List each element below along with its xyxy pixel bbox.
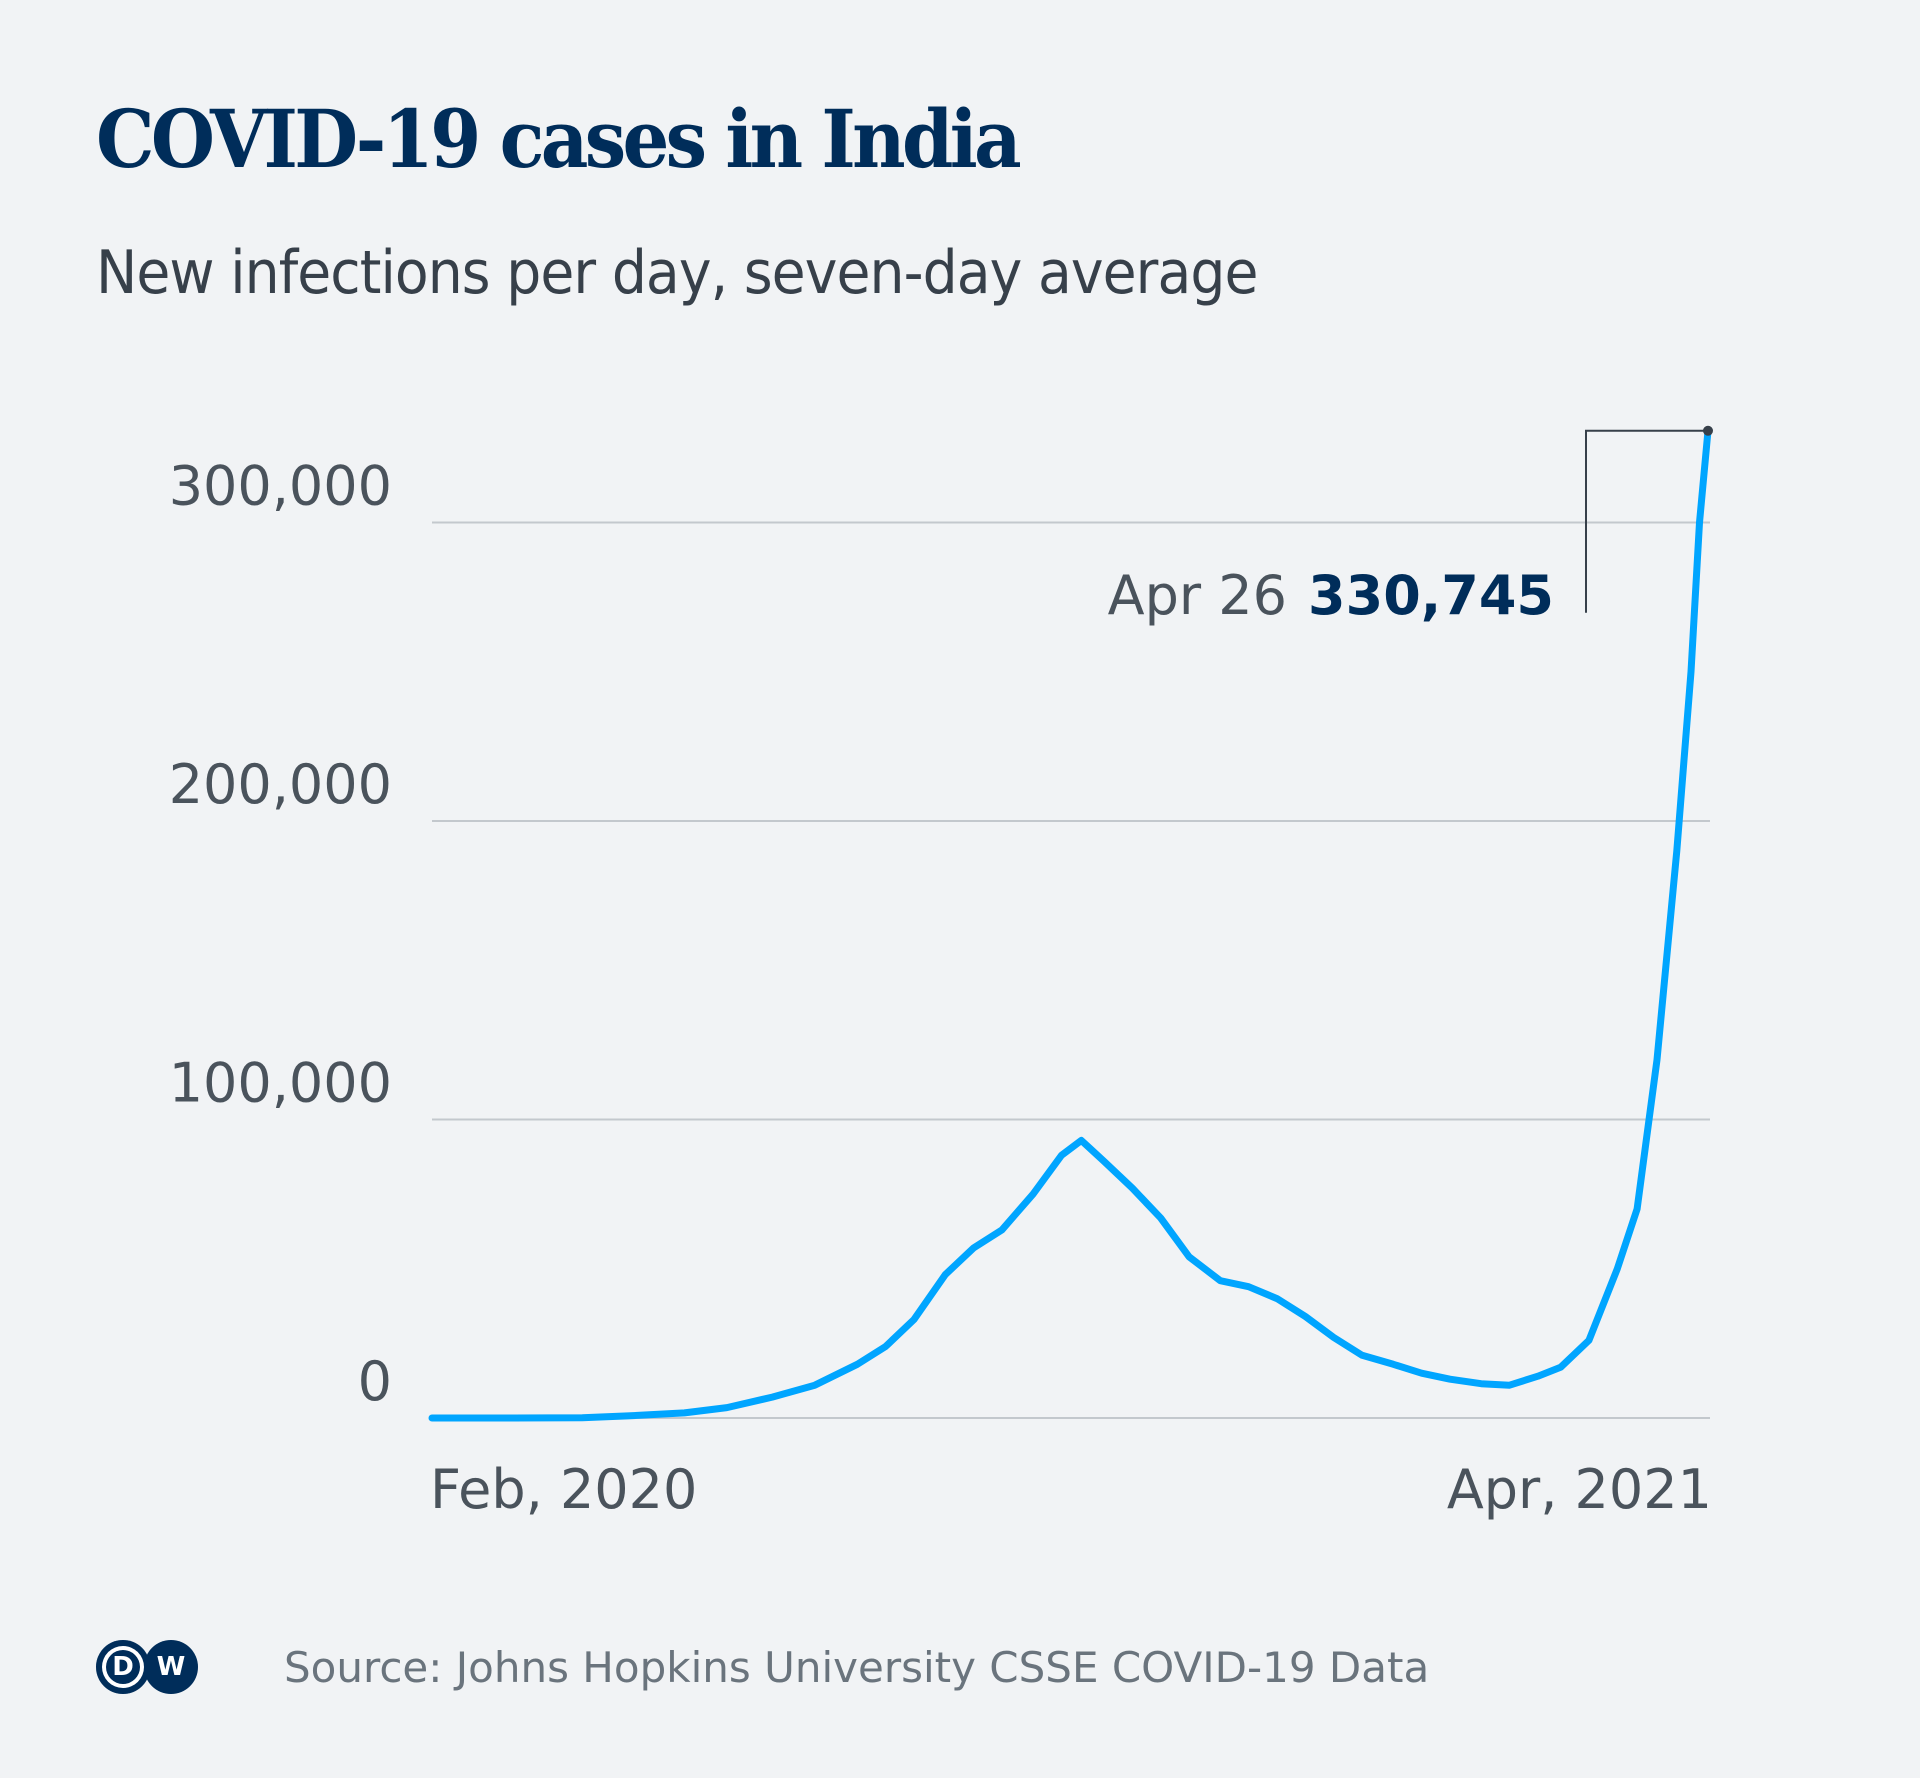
- annotation-marker: [1703, 425, 1713, 436]
- y-tick-label: 300,000: [169, 455, 392, 518]
- chart-title: COVID-19 cases in India: [96, 92, 1022, 186]
- chart-subtitle: New infections per day, seven-day averag…: [96, 238, 1258, 308]
- line-chart: 0 100,000 200,000 300,000 Feb, 2020 Apr, 202…: [169, 425, 1713, 1521]
- x-tick-label: Feb, 2020: [430, 1458, 697, 1521]
- dw-logo: D W: [96, 1640, 200, 1694]
- y-tick-label: 100,000: [169, 1052, 392, 1115]
- source-note: Source: Johns Hopkins University CSSE CO…: [284, 1642, 1430, 1692]
- logo-letter-d: D: [96, 1640, 150, 1694]
- footer: D W Source: Johns Hopkins University CSS…: [96, 1640, 1429, 1694]
- annotation-leader-line: [1585, 429, 1708, 613]
- series-line-new-infections: [428, 427, 1712, 1422]
- y-axis-tick-labels: 0 100,000 200,000 300,000: [169, 455, 392, 1414]
- y-tick-label: 200,000: [169, 753, 392, 816]
- x-tick-label: Apr, 2021: [1447, 1458, 1712, 1521]
- peak-annotation: Apr 26 330,745: [1108, 425, 1713, 627]
- gridlines: [432, 521, 1710, 1419]
- annotation-value: 330,745: [1308, 564, 1554, 627]
- annotation-date: Apr 26: [1108, 564, 1287, 627]
- x-axis-tick-labels: Feb, 2020 Apr, 2021: [430, 1458, 1712, 1521]
- y-tick-label: 0: [358, 1350, 392, 1413]
- logo-letter-w: W: [144, 1640, 198, 1694]
- svg-text:Apr 26 330,745: Apr 26 330,745: [1108, 564, 1554, 627]
